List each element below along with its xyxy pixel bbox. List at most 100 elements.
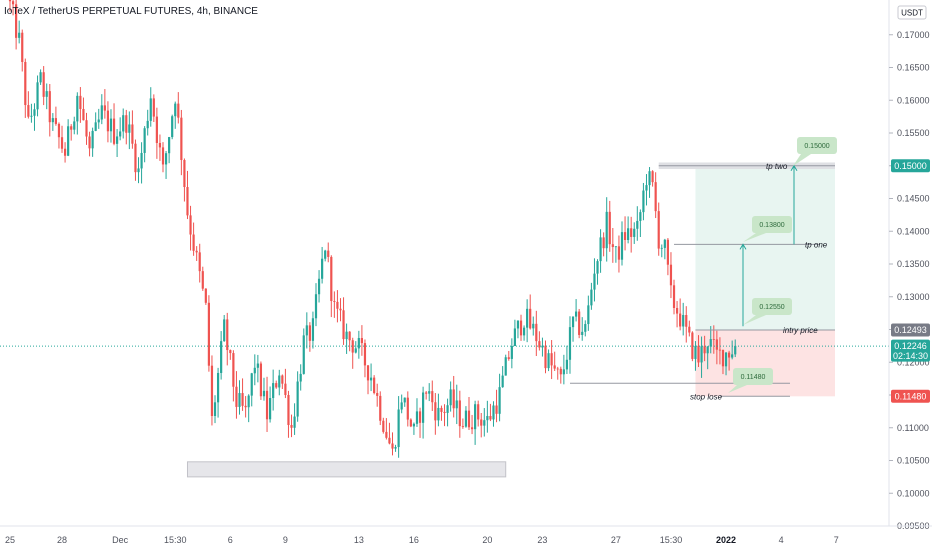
candle-body [614, 246, 617, 248]
candle-body [177, 103, 180, 118]
candle-body [584, 324, 587, 332]
position-zones [186, 165, 835, 478]
candle-body [397, 409, 400, 448]
callout-13800-box [752, 216, 792, 233]
x-tick-label: 15:30 [164, 535, 187, 545]
y-tick-label: 0.14000 [897, 226, 930, 236]
tag-entry: 0.12493 [894, 325, 927, 335]
candle-body [422, 392, 425, 423]
candle-body [11, 1, 15, 5]
time-axis[interactable]: 25 28 Dec 15:30 6 9 13 16 20 23 27 15:30 2022 4 7 [0, 525, 932, 545]
candle-body [272, 383, 275, 399]
candle-body [76, 95, 79, 122]
candle-body [100, 105, 103, 120]
candle-body [36, 82, 39, 110]
candle-body [152, 98, 155, 117]
candle-body [682, 315, 685, 327]
callout-11480-box [733, 368, 773, 385]
candle-body [198, 252, 201, 272]
candle-body [128, 124, 131, 133]
candle-body [593, 273, 596, 290]
candle-body [639, 212, 642, 221]
arrow-to-tp-one-head [739, 243, 747, 250]
candle-body [675, 307, 679, 314]
candle-body [287, 394, 290, 426]
candle-body [122, 115, 125, 132]
price-axis[interactable]: 0.17000 0.16500 0.16000 0.15500 0.15000 0.145… [888, 0, 930, 531]
x-tick-label: 6 [228, 535, 233, 545]
candle-body [290, 425, 293, 428]
candle-body [342, 310, 345, 340]
x-tick-label: 27 [611, 535, 621, 545]
candle-body [324, 250, 327, 259]
callout-12550-pointer [743, 315, 766, 325]
chart-title: IoTeX / TetherUS PERPETUAL FUTURES, 4h, … [4, 6, 258, 17]
callout-15000-text: 0.15000 [804, 143, 829, 150]
candle-body [721, 349, 725, 367]
candle-body [712, 339, 715, 340]
candle-body [363, 343, 367, 366]
candle-body [51, 118, 54, 123]
candle-body [220, 341, 223, 373]
candle-body [18, 32, 21, 38]
candle-body [706, 346, 709, 354]
candle-body [241, 393, 244, 406]
tag-stop: 0.11480 [895, 391, 927, 401]
candle-body [253, 367, 256, 374]
candle-body [79, 95, 82, 109]
candle-body [541, 345, 544, 348]
candle-body [568, 327, 572, 360]
candle-body [39, 72, 42, 83]
candle-body [48, 91, 51, 123]
candle-body [8, 0, 12, 2]
candle-body [232, 353, 235, 387]
candle-body [663, 239, 666, 248]
candle-body [73, 121, 76, 130]
candle-body [112, 118, 116, 144]
candle-body [415, 411, 419, 424]
candle-body [327, 250, 330, 257]
currency-box[interactable]: USDT [897, 5, 927, 20]
candle-body [210, 365, 214, 417]
candle-body [244, 405, 247, 408]
candle-body [119, 131, 122, 137]
x-tick-label: 7 [834, 535, 839, 545]
candle-body [281, 375, 284, 384]
candle-body [164, 153, 168, 165]
entry-label: intry price [783, 326, 818, 335]
x-tick-label: 16 [409, 535, 419, 545]
candle-body [250, 373, 253, 396]
candle-body [556, 368, 559, 370]
candle-body [125, 115, 128, 133]
candle-body [275, 383, 278, 388]
candle-body [207, 302, 210, 366]
candle-body [636, 220, 639, 229]
candle-body [216, 372, 220, 403]
candle-body [388, 437, 391, 444]
candle-body [97, 119, 100, 123]
candle-body [247, 395, 250, 408]
y-tick-label: 0.13500 [897, 259, 930, 269]
candle-body [229, 350, 232, 354]
candle-body [501, 375, 504, 388]
candle-body [553, 365, 556, 369]
x-tick-label: Dec [112, 535, 129, 545]
candle-body [516, 320, 520, 329]
candle-body [623, 232, 627, 240]
candle-body [345, 331, 348, 340]
candle-body [284, 383, 287, 395]
candle-body [608, 211, 611, 245]
candle-body [226, 319, 229, 351]
candle-body [446, 405, 449, 413]
tp-two-label: tp two [766, 162, 788, 171]
candle-body [15, 4, 18, 38]
callout-13800-pointer [743, 233, 766, 242]
candle-body [57, 123, 61, 138]
candle-body [311, 318, 315, 341]
candle-body [204, 288, 207, 303]
candle-body [651, 171, 654, 183]
currency-label: USDT [901, 9, 923, 18]
candle-body [633, 228, 636, 237]
